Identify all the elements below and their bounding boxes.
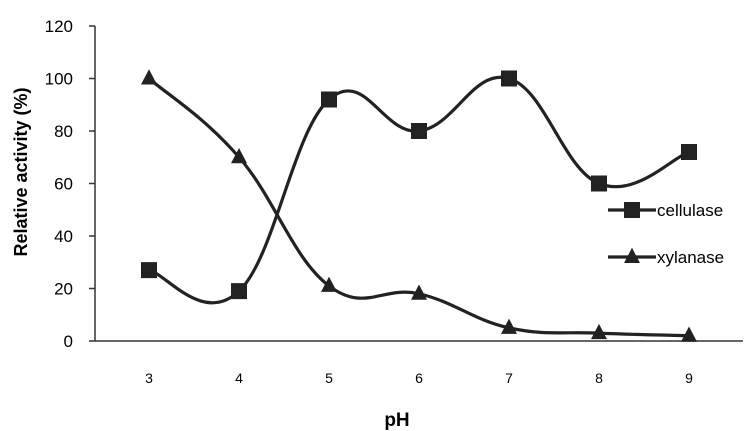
data-point-xylanase <box>411 284 427 300</box>
data-point-xylanase <box>681 326 697 342</box>
data-point-xylanase <box>591 323 607 340</box>
legend: cellulase xylanase <box>608 201 724 267</box>
data-point-xylanase <box>141 69 157 85</box>
x-tick-label: 7 <box>505 370 513 386</box>
data-point-cellulase <box>141 262 157 279</box>
data-point-cellulase <box>681 144 697 160</box>
series-group <box>141 69 697 342</box>
data-point-cellulase <box>321 91 337 108</box>
series-line-cellulase <box>148 75 690 305</box>
x-axis-title: pH <box>384 410 409 431</box>
data-point-cellulase <box>591 175 607 192</box>
y-tick-label: 80 <box>54 122 73 141</box>
x-tick-label: 6 <box>415 370 423 386</box>
legend-marker-cellulase <box>624 202 640 218</box>
axes <box>89 25 743 342</box>
y-tick-labels: 0 20 40 60 80 100 120 <box>45 17 73 351</box>
x-tick-label: 5 <box>325 370 333 386</box>
data-point-cellulase <box>231 283 247 300</box>
data-point-xylanase <box>501 318 517 334</box>
series-cellulase <box>141 70 697 305</box>
legend-entry-cellulase: cellulase <box>608 201 723 220</box>
y-tick-label: 20 <box>54 280 73 299</box>
data-point-xylanase <box>321 276 337 292</box>
x-tick-labels: 3 4 5 6 7 8 9 <box>145 370 693 386</box>
legend-label-cellulase: cellulase <box>657 201 723 220</box>
x-tick-label: 8 <box>595 370 603 386</box>
data-point-xylanase <box>231 148 247 164</box>
series-xylanase <box>141 69 697 342</box>
x-tick-label: 9 <box>685 370 693 386</box>
y-axis-title: Relative activity (%) <box>11 87 31 256</box>
x-tick-label: 4 <box>235 370 243 386</box>
y-tick-label: 120 <box>45 17 73 36</box>
legend-label-xylanase: xylanase <box>657 248 724 267</box>
data-point-cellulase <box>411 123 427 139</box>
legend-entry-xylanase: xylanase <box>608 247 724 267</box>
data-point-cellulase <box>501 70 517 87</box>
x-tick-label: 3 <box>145 370 153 386</box>
y-tick-label: 40 <box>54 227 73 246</box>
y-tick-label: 0 <box>64 332 73 351</box>
y-tick-label: 100 <box>45 70 73 89</box>
legend-marker-xylanase <box>624 247 640 263</box>
y-tick-label: 60 <box>54 175 73 194</box>
